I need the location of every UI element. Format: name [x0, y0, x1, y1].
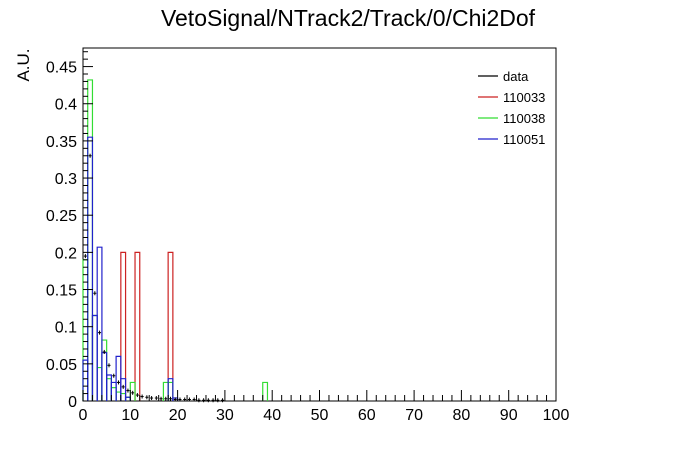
bar-110038 — [91, 314, 98, 401]
y-tick-label: 0 — [68, 394, 77, 411]
legend-label: 110033 — [503, 90, 545, 105]
bar-110051 — [87, 136, 94, 401]
bar-110038 — [106, 378, 112, 401]
bar-110038 — [120, 392, 127, 401]
bar-110038 — [96, 366, 103, 401]
y-tick-label: 0.2 — [55, 245, 77, 262]
bar-110038 — [110, 387, 117, 401]
x-tick-label: 40 — [263, 407, 281, 424]
x-tick-label: 60 — [358, 407, 376, 424]
x-tick-label: 80 — [453, 407, 471, 424]
axes: 0 10 20 30 40 50 60 70 80 90 100 0 0.05 0.1 0.15 0.2 0.2… — [46, 51, 570, 424]
y-tick-label: 0.15 — [46, 283, 77, 300]
y-tick-label: 0.3 — [55, 171, 77, 188]
bar-110038 — [115, 391, 122, 401]
bar-110051 — [167, 378, 174, 401]
bar-110033 — [120, 251, 127, 401]
y-tick-label: 0.25 — [46, 208, 77, 225]
y-axis-label: A.U. — [14, 48, 33, 81]
x-tick-label: 20 — [169, 407, 187, 424]
bar-110033 — [167, 251, 174, 401]
bar-110038 — [262, 381, 269, 401]
x-tick-label: 70 — [405, 407, 423, 424]
bar-110051 — [115, 355, 122, 401]
bar-110033 — [134, 251, 141, 401]
bar-110051 — [120, 378, 127, 401]
plot-frame — [82, 47, 557, 402]
bar-110038 — [101, 339, 108, 401]
y-tick-label: 0.4 — [55, 97, 77, 114]
legend-label: 110051 — [503, 132, 545, 147]
y-tick-label: 0.35 — [46, 134, 77, 151]
legend-label: data — [503, 69, 529, 84]
x-tick-label: 30 — [216, 407, 234, 424]
bar-110051 — [82, 359, 89, 401]
bar-110051 — [96, 246, 103, 401]
bar-110051 — [110, 381, 117, 401]
bar-110051 — [101, 352, 108, 401]
y-tick-label: 0.45 — [46, 60, 77, 77]
histogram-bars — [82, 79, 269, 401]
data-points — [83, 153, 225, 403]
x-tick-label: 100 — [543, 407, 570, 424]
chart-title: VetoSignal/NTrack2/Track/0/Chi2Dof — [161, 5, 536, 31]
x-tick-label: 10 — [121, 407, 139, 424]
bar-110038 — [82, 259, 89, 401]
bar-110051 — [124, 396, 131, 401]
y-tick-label: 0.05 — [46, 357, 77, 374]
x-tick-label: 90 — [500, 407, 518, 424]
legend: data 110033 110038 110051 — [478, 69, 545, 147]
x-tick-label: 0 — [79, 407, 88, 424]
bar-110038 — [87, 79, 94, 401]
bar-110051 — [91, 314, 98, 401]
legend-label: 110038 — [503, 111, 545, 126]
y-tick-label: 0.1 — [55, 320, 77, 337]
x-tick-label: 50 — [311, 407, 329, 424]
